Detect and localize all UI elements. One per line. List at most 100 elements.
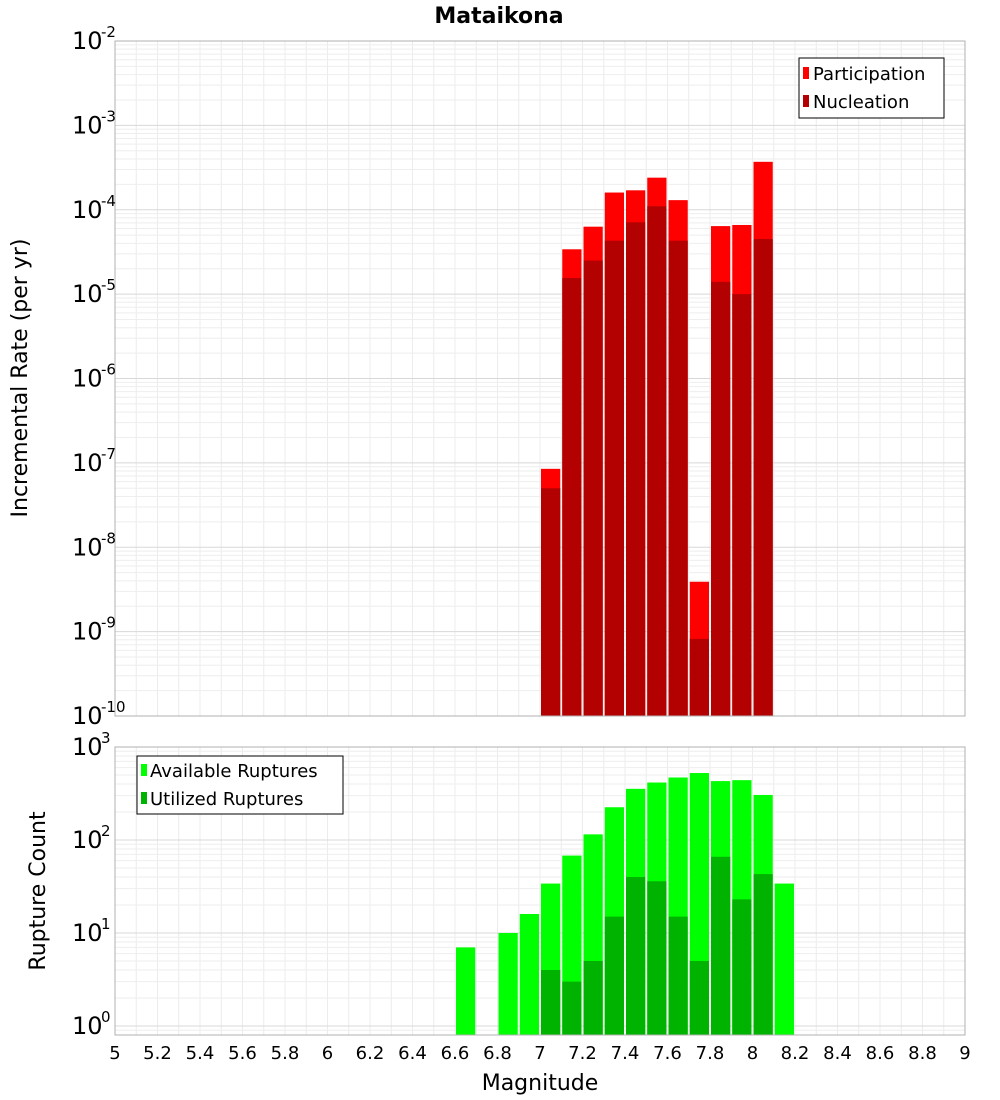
- y-tick-exponent: 1: [101, 915, 111, 933]
- available-ruptures-bar: [519, 914, 539, 1035]
- incremental-rate-bars: [541, 161, 773, 717]
- y-tick-exponent: 2: [101, 822, 111, 840]
- available-ruptures-legend-label: Available Ruptures: [150, 761, 318, 782]
- y-tick-base: 10: [72, 27, 103, 55]
- utilized-ruptures-legend-label: Utilized Ruptures: [150, 789, 303, 810]
- x-tick-label: 8.2: [781, 1043, 810, 1064]
- y-tick-exponent: 3: [101, 729, 111, 747]
- nucleation-bar: [711, 281, 731, 716]
- x-tick-label: 7.8: [696, 1043, 725, 1064]
- y-tick-label: 103: [72, 729, 111, 761]
- incremental-rate-legend-box: [798, 57, 945, 119]
- y-tick-exponent: -4: [101, 192, 116, 210]
- nucleation-bar: [689, 638, 709, 716]
- nucleation-bar: [583, 260, 603, 716]
- x-tick-label: 8.6: [866, 1043, 895, 1064]
- x-tick-label: 6.2: [356, 1043, 385, 1064]
- nucleation-legend-swatch: [803, 95, 809, 107]
- x-tick-label: 5.4: [186, 1043, 215, 1064]
- x-tick-label: 8.8: [908, 1043, 937, 1064]
- participation-legend-label: Participation: [813, 64, 925, 85]
- nucleation-bar: [753, 239, 773, 716]
- x-tick-label: 7: [534, 1043, 545, 1064]
- x-tick-label: 8.4: [823, 1043, 852, 1064]
- nucleation-bar: [732, 294, 752, 716]
- chart-title: Mataikona: [434, 4, 563, 29]
- x-tick-label: 9: [959, 1043, 970, 1064]
- utilized-ruptures-bar: [541, 969, 561, 1035]
- x-tick-label: 5: [109, 1043, 120, 1064]
- x-tick-label: 6.8: [483, 1043, 512, 1064]
- rupture-count-y-axis-label: Rupture Count: [26, 811, 51, 971]
- y-tick-exponent: -8: [101, 529, 116, 547]
- y-tick-label: 102: [72, 822, 111, 854]
- rupture-count-grid: [114, 747, 966, 1036]
- nucleation-bar: [562, 278, 582, 716]
- x-tick-label: 5.6: [228, 1043, 257, 1064]
- y-tick-exponent: -9: [101, 614, 116, 632]
- y-tick-label: 10-4: [72, 192, 116, 224]
- y-tick-exponent: -5: [101, 276, 116, 294]
- y-tick-base: 10: [72, 618, 103, 646]
- y-tick-label: 10-7: [72, 445, 116, 477]
- y-tick-exponent: -7: [101, 445, 116, 463]
- nucleation-bar: [647, 206, 667, 716]
- utilized-ruptures-bar: [583, 960, 603, 1035]
- y-tick-exponent: -10: [101, 698, 126, 716]
- y-tick-base: 10: [72, 196, 103, 224]
- y-tick-base: 10: [72, 1012, 103, 1040]
- x-tick-label: 5.8: [271, 1043, 300, 1064]
- y-tick-label: 100: [72, 1008, 111, 1040]
- y-tick-base: 10: [72, 533, 103, 561]
- utilized-ruptures-bar: [562, 981, 582, 1035]
- rupture-count-legend-box: [136, 755, 344, 815]
- y-tick-label: 10-5: [72, 276, 116, 308]
- y-tick-base: 10: [72, 111, 103, 139]
- y-tick-exponent: 0: [101, 1008, 111, 1026]
- nucleation-bar: [626, 222, 646, 716]
- incremental-rate-legend: Participation Nucleation: [798, 57, 945, 119]
- x-tick-label: 6.6: [441, 1043, 470, 1064]
- y-tick-exponent: -3: [101, 107, 116, 125]
- y-tick-label: 10-6: [72, 361, 116, 393]
- utilized-ruptures-bar: [604, 916, 624, 1035]
- utilized-ruptures-bar: [732, 899, 752, 1035]
- available-ruptures-bar: [456, 947, 476, 1035]
- rupture-count-legend: Available Ruptures Utilized Ruptures: [136, 755, 344, 815]
- rupture-count-plot-border: [114, 746, 966, 1036]
- utilized-ruptures-bar: [689, 960, 709, 1035]
- utilized-ruptures-bar: [711, 856, 731, 1035]
- nucleation-bar: [604, 240, 624, 717]
- y-tick-label: 10-10: [72, 698, 126, 730]
- y-tick-base: 10: [72, 449, 103, 477]
- incremental-rate-y-axis-label: Incremental Rate (per yr): [8, 239, 33, 518]
- x-axis-label: Magnitude: [482, 1071, 599, 1096]
- x-tick-label: 8: [747, 1043, 758, 1064]
- utilized-ruptures-bar: [753, 874, 773, 1035]
- y-tick-label: 10-8: [72, 529, 116, 561]
- y-tick-base: 10: [72, 702, 103, 730]
- y-tick-base: 10: [72, 826, 103, 854]
- utilized-ruptures-bar: [647, 881, 667, 1035]
- y-tick-label: 101: [72, 915, 111, 947]
- x-tick-label: 7.4: [611, 1043, 640, 1064]
- utilized-ruptures-legend-swatch: [141, 792, 147, 804]
- y-tick-exponent: -2: [101, 23, 116, 41]
- incremental-rate-grid: [114, 41, 966, 717]
- y-tick-label: 10-9: [72, 614, 116, 646]
- y-tick-base: 10: [72, 919, 103, 947]
- y-tick-label: 10-3: [72, 107, 116, 139]
- y-tick-label: 10-2: [72, 23, 116, 55]
- nucleation-legend-label: Nucleation: [813, 92, 909, 113]
- utilized-ruptures-bar: [668, 916, 688, 1035]
- rupture-count-bars: [456, 773, 794, 1035]
- available-ruptures-legend-swatch: [141, 764, 147, 776]
- participation-legend-swatch: [803, 67, 809, 79]
- y-tick-base: 10: [72, 733, 103, 761]
- y-tick-base: 10: [72, 280, 103, 308]
